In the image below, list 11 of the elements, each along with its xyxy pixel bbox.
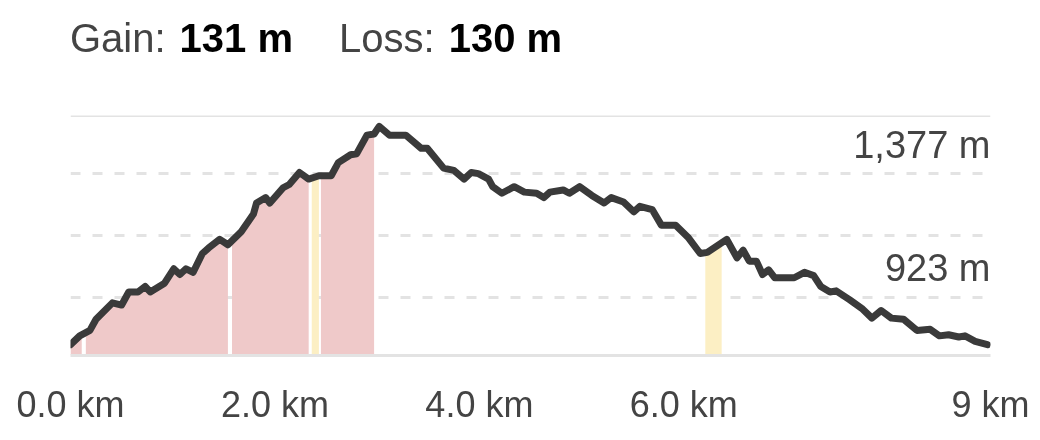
x-tick-label: 0.0 km xyxy=(16,383,125,425)
text: 131 m xyxy=(179,16,294,60)
x-tick-label: 9 km xyxy=(951,383,1030,425)
text: Gain: xyxy=(70,16,166,60)
x-tick-label: 2.0 km xyxy=(220,383,329,425)
text: 130 m xyxy=(448,16,563,60)
y-tick-label: 1,377 m xyxy=(853,123,991,166)
y-tick-label: 923 m xyxy=(884,247,991,290)
text: Loss: xyxy=(339,16,435,60)
x-tick-label: 6.0 km xyxy=(629,383,738,425)
x-tick-label: 4.0 km xyxy=(425,383,534,425)
